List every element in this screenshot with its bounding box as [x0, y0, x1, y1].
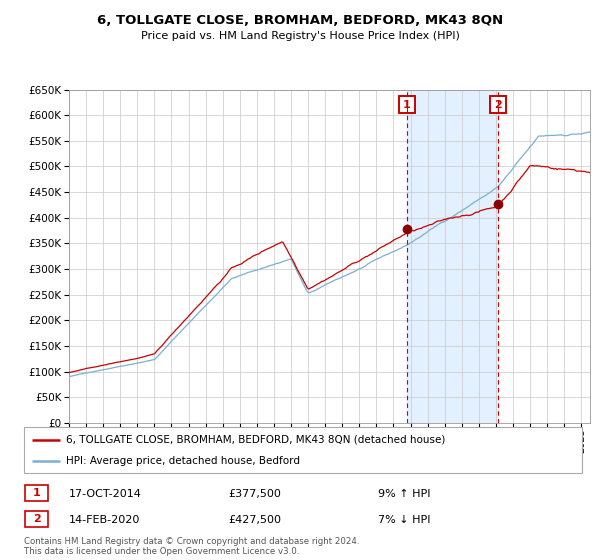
Text: 14-FEB-2020: 14-FEB-2020	[69, 515, 140, 525]
Text: 17-OCT-2014: 17-OCT-2014	[69, 489, 142, 499]
Text: HPI: Average price, detached house, Bedford: HPI: Average price, detached house, Bedf…	[66, 456, 300, 466]
Text: 6, TOLLGATE CLOSE, BROMHAM, BEDFORD, MK43 8QN (detached house): 6, TOLLGATE CLOSE, BROMHAM, BEDFORD, MK4…	[66, 435, 445, 445]
Text: 7% ↓ HPI: 7% ↓ HPI	[378, 515, 431, 525]
Text: 1: 1	[403, 100, 411, 110]
Text: Contains HM Land Registry data © Crown copyright and database right 2024.
This d: Contains HM Land Registry data © Crown c…	[24, 536, 359, 556]
Text: Price paid vs. HM Land Registry's House Price Index (HPI): Price paid vs. HM Land Registry's House …	[140, 31, 460, 41]
Text: £377,500: £377,500	[228, 489, 281, 499]
Text: 9% ↑ HPI: 9% ↑ HPI	[378, 489, 431, 499]
Text: 2: 2	[494, 100, 502, 110]
Text: 1: 1	[33, 488, 40, 498]
Bar	[407, 90, 498, 423]
Text: 6, TOLLGATE CLOSE, BROMHAM, BEDFORD, MK43 8QN: 6, TOLLGATE CLOSE, BROMHAM, BEDFORD, MK4…	[97, 14, 503, 27]
Text: 2: 2	[33, 514, 40, 524]
Text: £427,500: £427,500	[228, 515, 281, 525]
